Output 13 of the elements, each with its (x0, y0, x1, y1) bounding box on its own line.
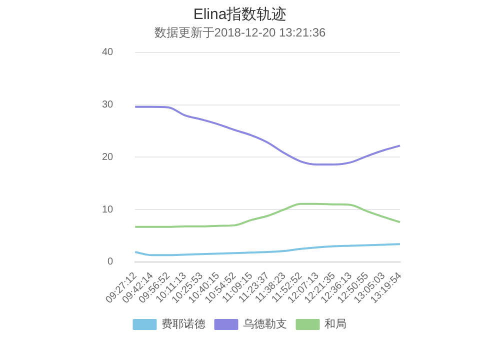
line-series (134, 106, 401, 166)
y-tick-label: 20 (102, 152, 114, 163)
y-tick-label: 10 (102, 204, 114, 216)
chart-subtitle: 数据更新于2018-12-20 13:21:36 (154, 26, 326, 40)
y-tick-label: 30 (102, 100, 114, 111)
legend-label: 乌德勒支 (242, 318, 287, 331)
y-tick-label: 40 (102, 47, 114, 58)
line-series (134, 243, 401, 256)
chart-title: Elina指数轨迹 (193, 6, 287, 24)
y-tick-label: 0 (108, 256, 114, 268)
legend-label: 和局 (324, 318, 346, 331)
line-series (134, 202, 401, 228)
legend-label: 费耶诺德 (161, 318, 206, 331)
